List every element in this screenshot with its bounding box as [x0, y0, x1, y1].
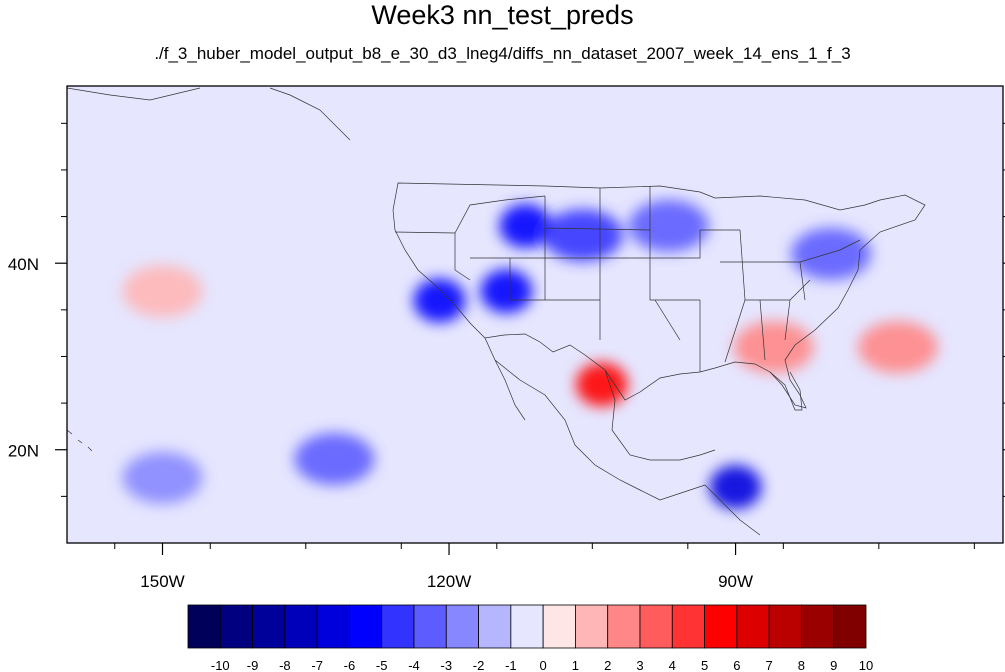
alaska-coast: [67, 87, 351, 141]
colorbar-label: 0: [540, 658, 547, 672]
colorbar-swatch: [542, 604, 576, 649]
colorbar-label: 5: [701, 658, 708, 672]
lon-tick-label: 150W: [140, 572, 184, 591]
colorbar-label: -4: [408, 658, 420, 672]
colorbar-swatch: [607, 604, 641, 649]
colorbar-label: 4: [669, 658, 676, 672]
lat-tick-label: 40N: [8, 255, 39, 274]
colorbar-label: -1: [505, 658, 517, 672]
colorbar-label: -10: [211, 658, 230, 672]
chart-title: Week3 nn_test_preds: [371, 0, 634, 30]
colorbar-label: -8: [279, 658, 291, 672]
colorbar-label: -7: [311, 658, 323, 672]
anomaly-blob: [542, 209, 623, 262]
background-field: [67, 86, 1003, 543]
colorbar-swatch: [671, 604, 705, 649]
colorbar-swatch: [349, 604, 383, 649]
florida: [769, 371, 803, 411]
anomaly-blob: [499, 203, 552, 248]
colorbar-swatch: [284, 604, 318, 649]
anomaly-blob: [791, 227, 872, 280]
colorbar-label: -6: [344, 658, 356, 672]
anomaly-blob: [122, 265, 203, 318]
anomaly-blob: [575, 362, 628, 407]
anomaly-blob: [413, 278, 466, 323]
anomaly-field: [122, 199, 938, 510]
hawaii: [67, 429, 93, 452]
colorbar-label: -3: [441, 658, 453, 672]
chart-subtitle: ./f_3_huber_model_output_b8_e_30_d3_lneg…: [154, 44, 851, 63]
colorbar-label: 8: [798, 658, 805, 672]
colorbar-label: -9: [247, 658, 259, 672]
colorbar-label: 10: [859, 658, 873, 672]
anomaly-blob: [628, 199, 709, 252]
anomaly-blob: [294, 433, 375, 486]
plot-area: [67, 86, 1003, 543]
colorbar-swatch: [575, 604, 609, 649]
colorbar-label: 9: [830, 658, 837, 672]
colorbar-label: 1: [572, 658, 579, 672]
lat-tick-label: 20N: [8, 442, 39, 461]
colorbar-label: 6: [733, 658, 740, 672]
anomaly-blob: [122, 451, 203, 504]
anomaly-blob: [480, 269, 533, 314]
lon-tick-label: 120W: [427, 572, 471, 591]
state-outlines: [67, 87, 926, 536]
state-lines: [394, 186, 861, 372]
colorbar-label: 2: [604, 658, 611, 672]
colorbar-label: 3: [636, 658, 643, 672]
us-outline: [392, 182, 926, 409]
colorbar-swatch: [510, 604, 544, 649]
colorbar-label: -2: [473, 658, 485, 672]
colorbar-swatch: [768, 604, 802, 649]
anomaly-blob: [733, 321, 814, 374]
colorbar-swatch: [252, 604, 286, 649]
anomaly-blob: [857, 321, 938, 374]
lon-tick-label: 90W: [718, 572, 753, 591]
colorbar-label: -5: [376, 658, 388, 672]
axes: 40N 20N 150W 120W 90W: [8, 122, 1005, 591]
colorbar-swatch: [219, 604, 253, 649]
anomaly-blob: [709, 465, 762, 510]
colorbar-swatch: [187, 604, 221, 649]
colorbar-swatch: [478, 604, 512, 649]
colorbar: -10 -9 -8 -7 -6 -5 -4 -3 -2 -1 0 1 2 3 4 5 6 7 8 9 10: [187, 604, 873, 672]
colorbar-swatch: [704, 604, 738, 649]
colorbar-swatch: [833, 604, 867, 649]
plot-frame: [66, 85, 1004, 544]
colorbar-swatch: [736, 604, 770, 649]
colorbar-label: 7: [766, 658, 773, 672]
colorbar-swatch: [639, 604, 673, 649]
colorbar-swatch: [801, 604, 835, 649]
colorbar-swatch: [413, 604, 447, 649]
mexico-coast: [484, 337, 761, 536]
colorbar-swatch: [381, 604, 415, 649]
colorbar-swatch: [445, 604, 479, 649]
colorbar-swatch: [316, 604, 350, 649]
